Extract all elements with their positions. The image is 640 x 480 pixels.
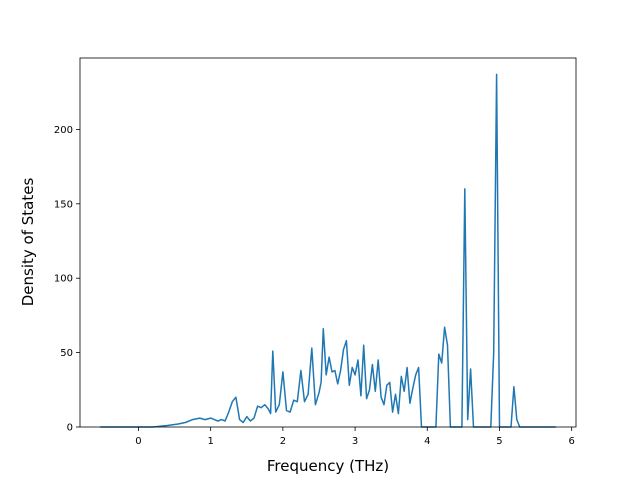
x-axis-ticks: 0 1 2 3 4 5 6 (135, 427, 575, 447)
x-tick-label: 1 (207, 436, 213, 447)
y-tick-label: 150 (54, 199, 73, 210)
y-axis-label: Density of States (19, 178, 37, 307)
y-axis-ticks: 0 50 100 150 200 (54, 125, 80, 434)
x-axis-label: Frequency (THz) (267, 457, 389, 475)
x-tick-label: 4 (424, 436, 430, 447)
x-tick-label: 6 (568, 436, 574, 447)
y-tick-label: 0 (67, 423, 73, 434)
y-tick-label: 200 (54, 125, 73, 136)
y-tick-label: 100 (54, 274, 73, 285)
x-tick-label: 3 (352, 436, 358, 447)
x-tick-label: 0 (135, 436, 141, 447)
plot-background (80, 58, 576, 427)
plot-frame (79, 57, 577, 428)
x-tick-label: 5 (496, 436, 502, 447)
x-tick-label: 2 (280, 436, 286, 447)
y-tick-label: 50 (60, 348, 73, 359)
